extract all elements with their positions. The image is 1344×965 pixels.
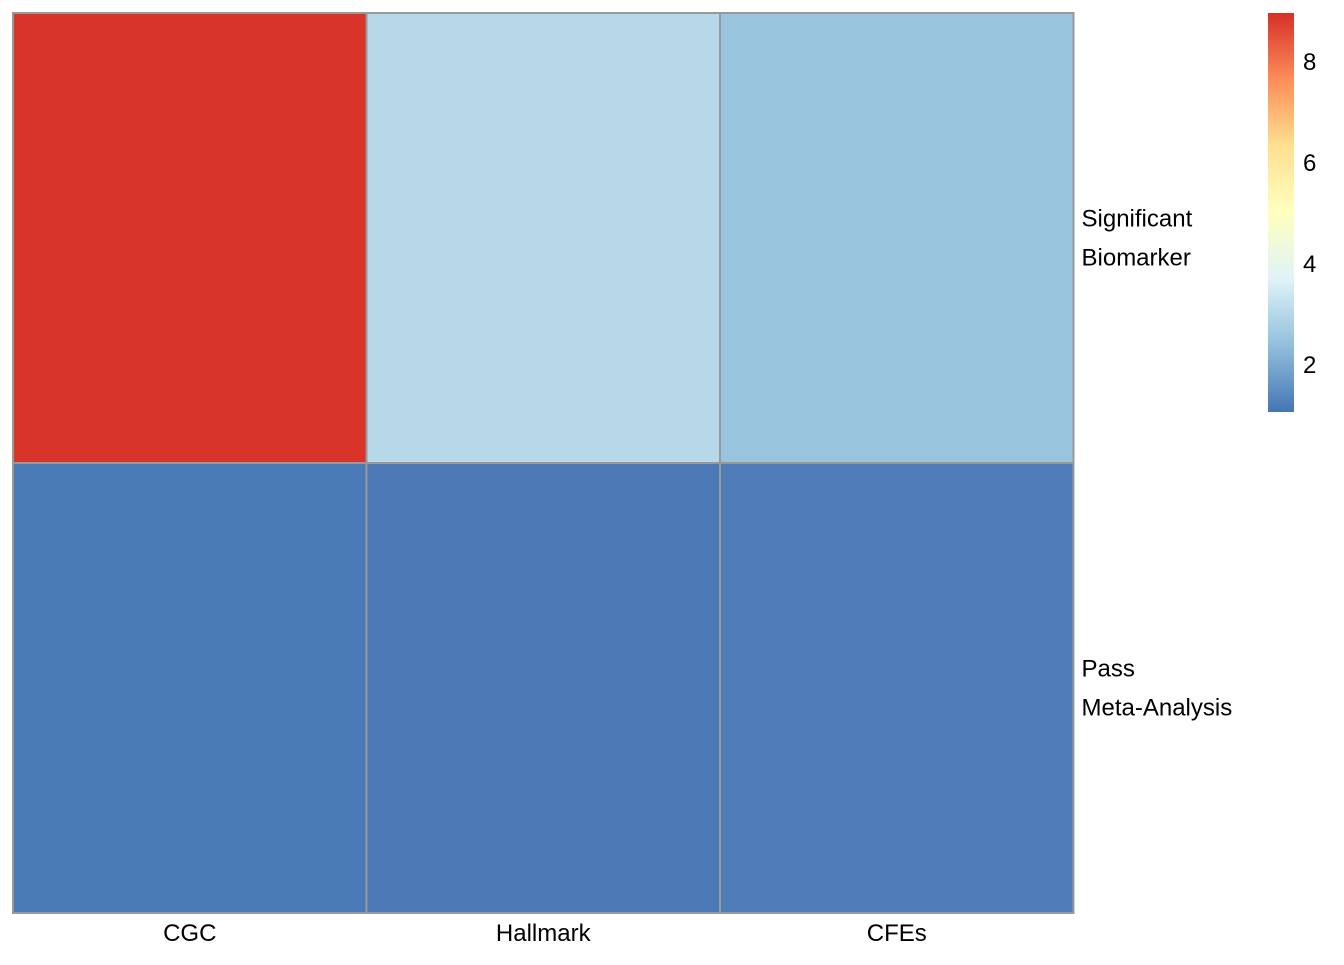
legend-color-bar [1268,13,1294,412]
row-label: Significant [1082,206,1193,233]
heatmap-cell [12,12,368,464]
row-label: Meta-Analysis [1082,695,1233,722]
heatmap-cell [12,462,368,914]
heatmap-cell [719,462,1075,914]
heatmap-cell [719,12,1075,464]
column-label: CGC [163,920,216,947]
legend-tick-label: 2 [1303,352,1316,379]
column-label: CFEs [867,920,927,947]
color-legend: 2 4 6 8 [1268,13,1316,412]
legend-tick-label: 4 [1303,251,1316,278]
column-labels: CGC Hallmark CFEs [163,920,927,947]
row-labels: Significant Biomarker Pass Meta-Analysis [1082,206,1233,722]
legend-ticks: 2 4 6 8 [1303,49,1316,379]
row-label: Biomarker [1082,245,1191,272]
heatmap-cell [365,12,721,464]
row-label: Pass [1082,656,1135,683]
legend-tick-label: 6 [1303,150,1316,177]
heatmap-cells [12,12,1075,914]
column-label: Hallmark [496,920,592,947]
legend-tick-label: 8 [1303,49,1316,76]
heatmap-cell [365,462,721,914]
